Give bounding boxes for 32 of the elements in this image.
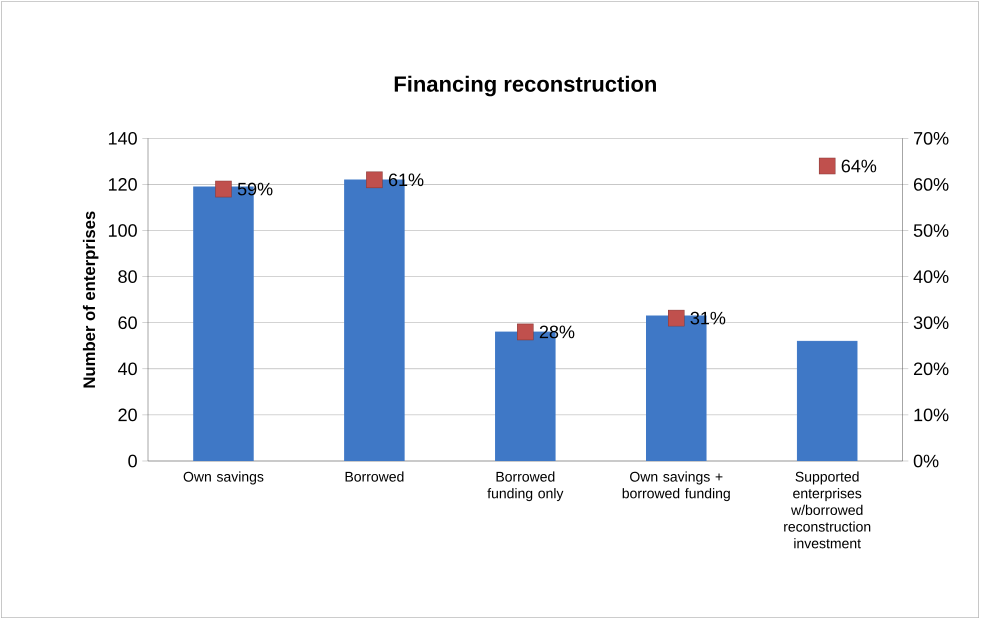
data-label: 61% xyxy=(388,173,424,186)
y-tick-label: 0 xyxy=(128,454,137,468)
x-tick-label: Own savings + borrowed funding xyxy=(622,471,730,502)
point xyxy=(517,324,534,340)
data-label: 28% xyxy=(540,326,574,338)
y-tick-label: 40 xyxy=(118,362,137,376)
y2-tick-label: 40% xyxy=(913,270,948,283)
y2-tick-label: 70% xyxy=(914,132,948,145)
point xyxy=(818,158,836,174)
y2-tick-label: 20% xyxy=(914,362,948,376)
bar xyxy=(796,340,858,461)
data-label: 64% xyxy=(842,160,876,172)
point xyxy=(668,310,685,326)
y-tick-label: 20 xyxy=(118,408,137,422)
y-tick-label: 120 xyxy=(108,178,137,191)
chart-title: Financing reconstruction xyxy=(394,76,656,96)
y-tick-label: 140 xyxy=(108,132,137,145)
x-tick-label: Supported enterprises w/borrowed reconstruction investment xyxy=(784,471,870,548)
y-tick-label: 80 xyxy=(118,270,137,283)
x-tick-label: Borrowed funding only xyxy=(487,471,564,502)
y-tick-label: 60 xyxy=(118,316,137,330)
y2-tick-label: 50% xyxy=(914,224,948,237)
y-axis-title: Number of enterprises xyxy=(82,211,98,388)
x-tick-label: Borrowed xyxy=(346,471,404,482)
y2-tick-label: 0% xyxy=(914,454,938,468)
point xyxy=(366,172,383,188)
y2-tick-label: 10% xyxy=(914,408,948,422)
y-tick-label: 100 xyxy=(108,224,137,237)
x-tick-label: Own savings xyxy=(184,471,264,484)
point xyxy=(215,180,232,198)
y2-tick-label: 60% xyxy=(914,178,948,191)
y2-tick-label: 30% xyxy=(914,316,948,330)
